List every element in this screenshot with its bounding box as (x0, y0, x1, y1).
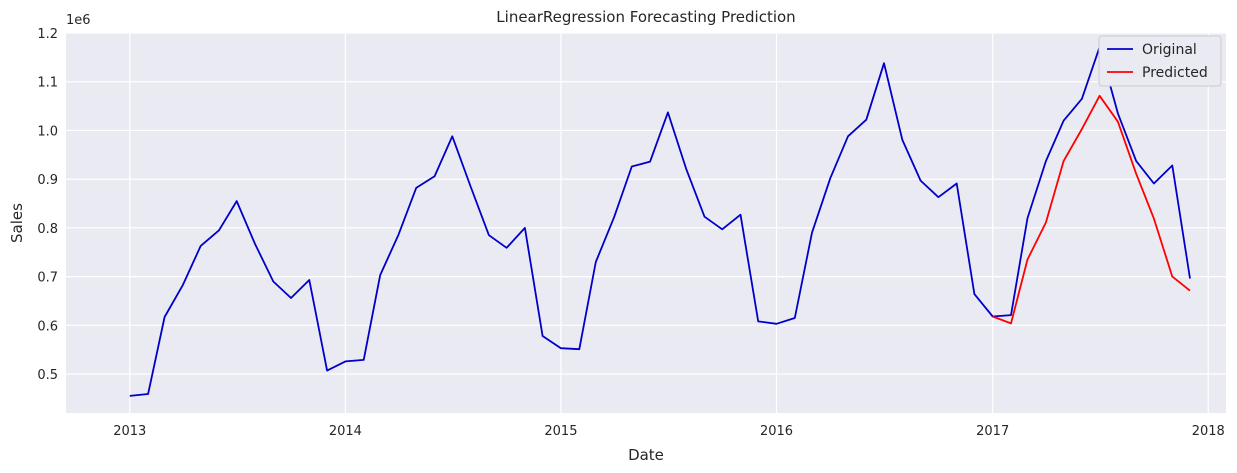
y-tick-label: 0.9 (37, 173, 58, 188)
x-tick-label: 2017 (976, 424, 1009, 439)
y-tick-label: 1.0 (37, 124, 58, 139)
x-tick-label: 2014 (329, 424, 362, 439)
x-tick-label: 2018 (1192, 424, 1225, 439)
x-tick-label: 2016 (760, 424, 793, 439)
series-line-predicted (992, 94, 1191, 325)
plot-area (66, 33, 1226, 413)
y-tick-label: 1.2 (37, 27, 58, 42)
y-offset-label: 1e6 (66, 13, 91, 28)
series-line-original (129, 46, 1191, 397)
x-axis-ticks: 2013 2014 2015 2016 2017 2018 (113, 424, 1225, 439)
series-layer (129, 46, 1191, 397)
y-axis-ticks: 0.5 0.6 0.7 0.8 0.9 1.0 1.1 1.2 (37, 27, 58, 383)
legend-label-predicted: Predicted (1142, 65, 1208, 81)
grid-lines (66, 32, 1226, 413)
x-tick-label: 2013 (113, 424, 146, 439)
y-tick-label: 0.7 (37, 271, 58, 286)
chart-title: LinearRegression Forecasting Prediction (496, 8, 795, 26)
y-tick-label: 0.6 (37, 319, 58, 334)
legend-label-original: Original (1142, 42, 1197, 58)
y-tick-label: 0.5 (37, 368, 58, 383)
y-axis-label: Sales (8, 203, 26, 243)
y-tick-label: 1.1 (37, 76, 58, 91)
x-axis-label: Date (628, 446, 664, 464)
x-tick-label: 2015 (544, 424, 577, 439)
legend: Original Predicted (1098, 35, 1222, 87)
y-tick-label: 0.8 (37, 222, 58, 237)
